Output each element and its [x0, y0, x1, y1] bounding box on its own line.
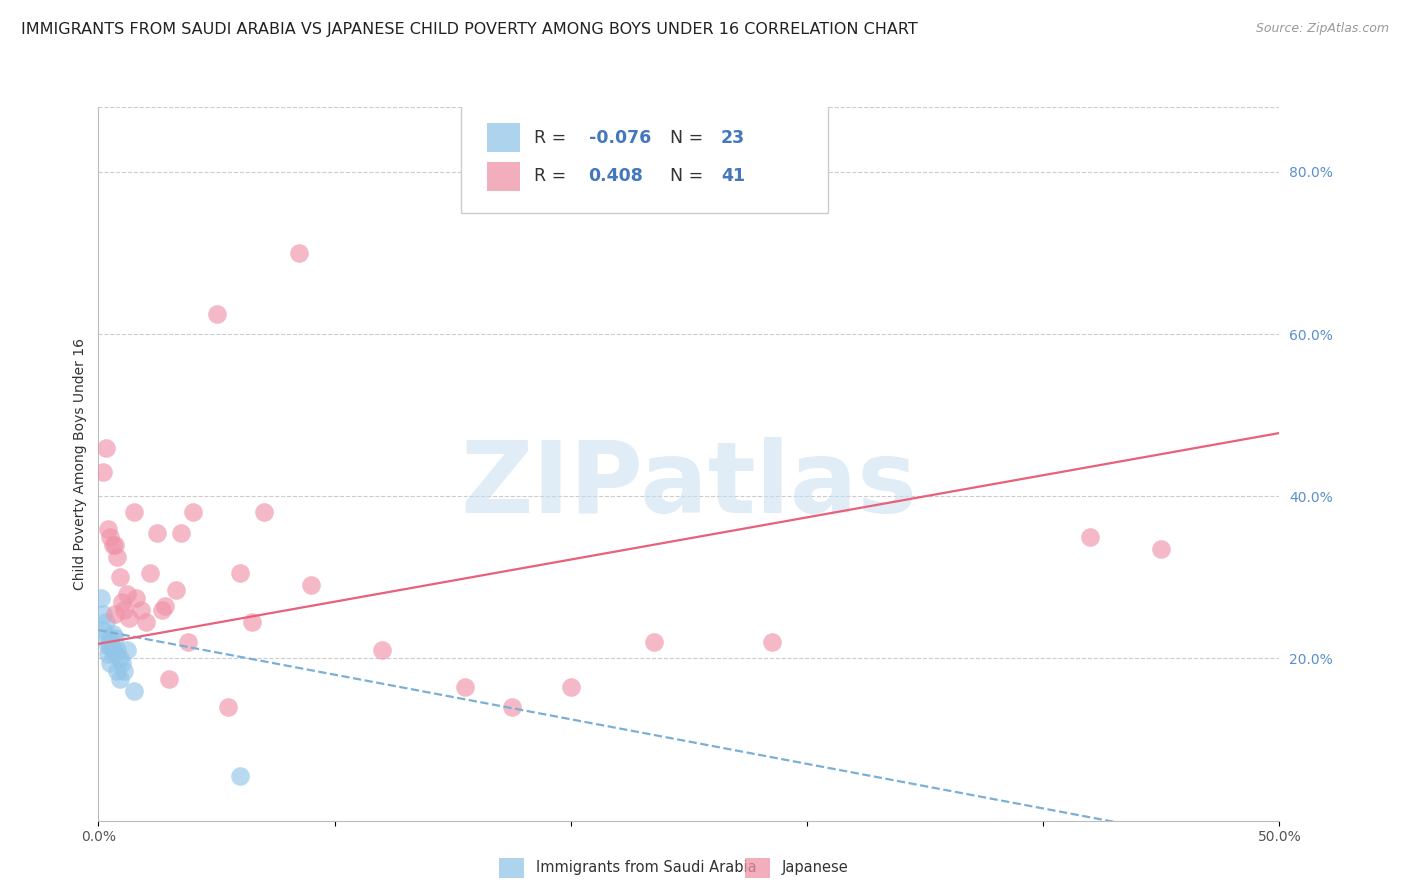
Point [108, 651, 131, 665]
Text: Immigrants from Saudi Arabia: Immigrants from Saudi Arabia [536, 861, 756, 875]
Text: IMMIGRANTS FROM SAUDI ARABIA VS JAPANESE CHILD POVERTY AMONG BOYS UNDER 16 CORRE: IMMIGRANTS FROM SAUDI ARABIA VS JAPANESE… [21, 22, 918, 37]
Point [181, 506, 204, 520]
Point [150, 603, 173, 617]
Point [253, 506, 276, 520]
Point [157, 672, 180, 686]
Text: ZIPatlas: ZIPatlas [461, 437, 917, 533]
Point [94, 615, 117, 629]
Text: R =: R = [534, 128, 572, 146]
Point [108, 672, 131, 686]
Point [104, 631, 127, 645]
Point [97, 648, 120, 662]
Point [153, 599, 176, 613]
Point [104, 648, 127, 662]
Point [105, 550, 128, 565]
Text: 23: 23 [721, 128, 745, 146]
Point [101, 627, 124, 641]
Point [229, 769, 252, 783]
Point [112, 664, 135, 678]
Text: Japanese: Japanese [782, 861, 848, 875]
Point [122, 684, 145, 698]
Point [112, 603, 135, 617]
Point [98, 631, 121, 645]
Text: -0.076: -0.076 [589, 128, 651, 146]
Point [101, 538, 124, 552]
Text: N =: N = [671, 168, 709, 186]
Point [146, 525, 169, 540]
Point [229, 566, 252, 581]
Point [761, 635, 783, 649]
Text: N =: N = [671, 128, 709, 146]
Text: 41: 41 [721, 168, 745, 186]
Point [98, 640, 121, 654]
Point [115, 586, 138, 600]
Point [125, 591, 148, 605]
Point [105, 664, 128, 678]
Point [371, 643, 394, 657]
Point [177, 635, 200, 649]
Point [97, 640, 120, 654]
Point [165, 582, 187, 597]
Point [170, 525, 193, 540]
Point [122, 506, 145, 520]
Point [94, 631, 117, 645]
Point [94, 441, 117, 455]
Point [115, 643, 138, 657]
Point [129, 603, 152, 617]
Point [118, 611, 141, 625]
Point [643, 635, 665, 649]
Point [98, 656, 121, 670]
Point [288, 246, 311, 260]
Point [90, 591, 112, 605]
Point [111, 656, 134, 670]
FancyBboxPatch shape [486, 123, 520, 152]
Point [135, 615, 157, 629]
FancyBboxPatch shape [486, 162, 520, 191]
Point [1080, 530, 1102, 544]
Text: 0.408: 0.408 [589, 168, 644, 186]
Point [97, 522, 120, 536]
Point [205, 307, 228, 321]
Point [560, 680, 582, 694]
FancyBboxPatch shape [461, 105, 828, 212]
Point [91, 623, 114, 637]
Point [240, 615, 263, 629]
Point [501, 700, 523, 714]
Point [1150, 541, 1173, 556]
Point [104, 607, 127, 621]
Point [91, 607, 114, 621]
Y-axis label: Child Poverty Among Boys Under 16: Child Poverty Among Boys Under 16 [73, 338, 87, 590]
Text: R =: R = [534, 168, 572, 186]
Point [104, 538, 127, 552]
Point [299, 578, 322, 592]
Point [108, 570, 131, 584]
Point [139, 566, 162, 581]
Point [101, 643, 124, 657]
Point [111, 595, 134, 609]
Point [91, 465, 114, 479]
Text: Source: ZipAtlas.com: Source: ZipAtlas.com [1256, 22, 1389, 36]
Point [98, 530, 121, 544]
Point [105, 643, 128, 657]
Point [453, 680, 475, 694]
Point [217, 700, 239, 714]
